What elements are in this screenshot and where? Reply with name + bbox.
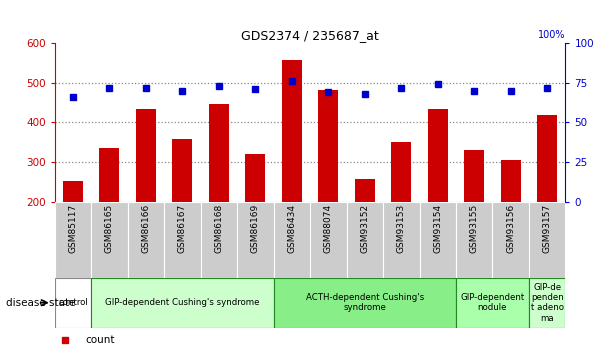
Bar — [209, 104, 229, 202]
Text: GSM86434: GSM86434 — [288, 204, 296, 253]
Bar — [274, 202, 310, 278]
Bar — [63, 181, 83, 202]
Bar — [456, 202, 492, 278]
Text: GSM93153: GSM93153 — [397, 204, 406, 253]
Bar — [529, 278, 565, 328]
Text: GIP-dependent
nodule: GIP-dependent nodule — [460, 293, 525, 313]
Bar — [529, 202, 565, 278]
Bar — [91, 202, 128, 278]
Bar — [201, 202, 237, 278]
Bar — [318, 90, 338, 202]
Bar — [420, 202, 456, 278]
Bar — [91, 278, 274, 328]
Bar — [164, 202, 201, 278]
Bar — [99, 148, 119, 202]
Text: GSM86168: GSM86168 — [215, 204, 223, 253]
Bar — [245, 154, 265, 202]
Text: GSM88074: GSM88074 — [324, 204, 333, 253]
Bar — [310, 202, 347, 278]
Text: GIP-de
penden
t adeno
ma: GIP-de penden t adeno ma — [531, 283, 564, 323]
Bar — [55, 278, 91, 328]
Bar — [237, 202, 274, 278]
Text: ACTH-dependent Cushing's
syndrome: ACTH-dependent Cushing's syndrome — [306, 293, 424, 313]
Title: GDS2374 / 235687_at: GDS2374 / 235687_at — [241, 29, 379, 42]
Bar — [128, 202, 164, 278]
Text: GSM86167: GSM86167 — [178, 204, 187, 253]
Bar — [464, 150, 484, 202]
Bar — [274, 278, 456, 328]
Bar — [282, 60, 302, 202]
Text: 100%: 100% — [538, 30, 565, 40]
Text: GSM93157: GSM93157 — [543, 204, 551, 253]
Bar — [537, 115, 557, 202]
Text: GSM93155: GSM93155 — [470, 204, 478, 253]
Text: disease state: disease state — [6, 298, 75, 308]
Bar — [456, 278, 529, 328]
Bar — [347, 202, 383, 278]
Text: control: control — [58, 298, 88, 307]
Bar — [427, 109, 447, 202]
Text: GSM93152: GSM93152 — [361, 204, 369, 253]
Text: GIP-dependent Cushing's syndrome: GIP-dependent Cushing's syndrome — [105, 298, 260, 307]
Text: GSM93156: GSM93156 — [506, 204, 515, 253]
Bar — [492, 202, 529, 278]
Bar — [354, 179, 375, 202]
Bar — [172, 139, 192, 202]
Text: GSM86169: GSM86169 — [251, 204, 260, 253]
Bar — [383, 202, 420, 278]
Text: GSM86166: GSM86166 — [142, 204, 150, 253]
Bar — [500, 160, 520, 202]
Text: count: count — [85, 335, 115, 345]
Bar — [136, 109, 156, 202]
Text: GSM85117: GSM85117 — [69, 204, 77, 253]
Bar — [55, 202, 91, 278]
Bar — [391, 141, 411, 202]
Text: GSM93154: GSM93154 — [434, 204, 442, 253]
Text: GSM86165: GSM86165 — [105, 204, 114, 253]
